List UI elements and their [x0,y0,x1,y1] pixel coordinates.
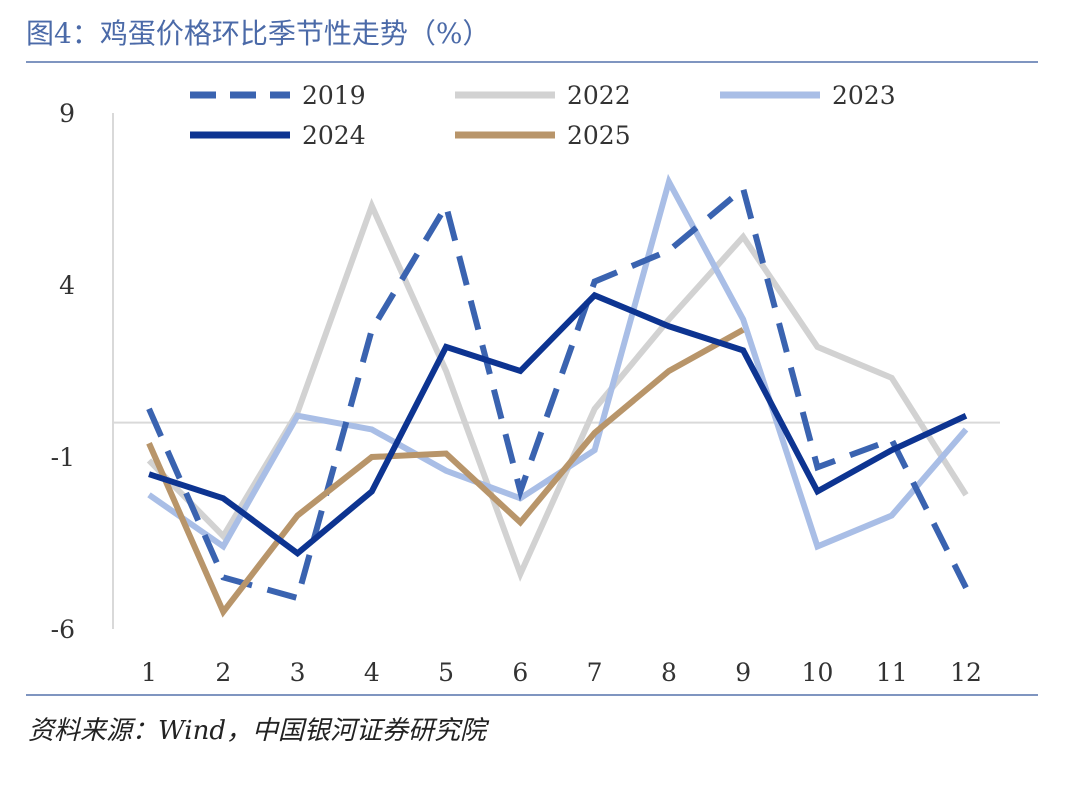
series-line-2024 [148,291,968,558]
y-tick-label: 9 [59,99,75,128]
x-tick-label: 3 [290,658,306,687]
series-line-2025 [146,327,745,618]
legend-label-2019: 2019 [302,81,366,110]
chart-title: 图4：鸡蛋价格环比季节性走势（%） [26,17,491,50]
x-tick-label: 11 [876,658,908,687]
source-note: 资料来源：Wind，中国银河证券研究院 [28,716,486,746]
x-tick-label: 12 [950,658,982,687]
top-divider [26,61,1038,63]
y-tick-label: 4 [59,271,75,300]
x-tick-label: 1 [141,658,157,687]
x-tick-label: 9 [735,658,751,687]
legend-label-2024: 2024 [302,121,366,150]
x-tick-label: 2 [215,658,231,687]
legend-label-2023: 2023 [832,81,896,110]
series-line-2019 [146,183,969,602]
y-tick-label: -1 [51,443,75,472]
x-tick-label: 4 [364,658,380,687]
x-tick-label: 7 [587,658,603,687]
bottom-divider [26,694,1038,696]
x-tick-label: 5 [438,658,454,687]
x-tick-label: 6 [512,658,528,687]
x-tick-label: 10 [802,658,834,687]
legend-label-2025: 2025 [567,121,631,150]
x-tick-label: 8 [661,658,677,687]
legend-label-2022: 2022 [567,81,631,110]
y-tick-label: -6 [51,615,75,644]
